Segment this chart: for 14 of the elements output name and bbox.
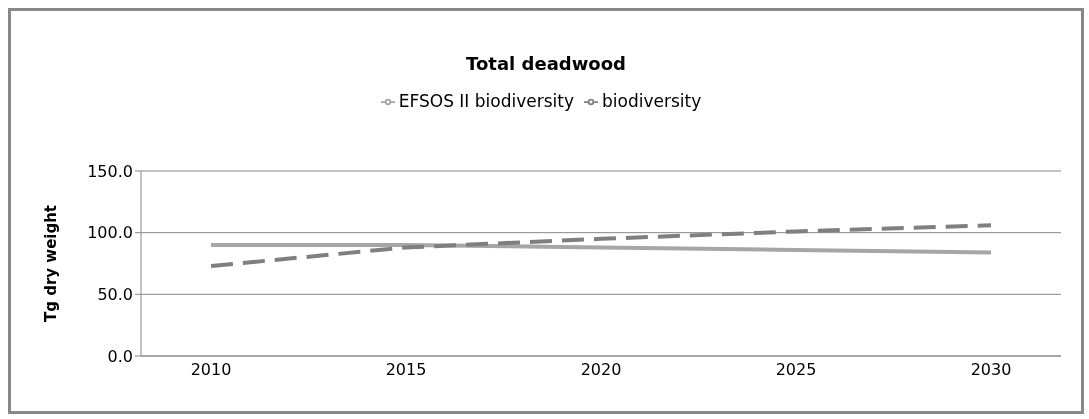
y-axis-title: Tg dry weight <box>42 204 61 323</box>
y-tick-label: 50.0 <box>97 285 133 305</box>
line-series <box>209 243 993 255</box>
x-tick-label: 2025 <box>775 360 817 380</box>
y-tick-label: 150.0 <box>87 161 133 181</box>
y-tick-label: 0.0 <box>107 346 133 366</box>
y-tick-label: 100.0 <box>87 223 133 243</box>
x-tick-label: 2020 <box>580 360 622 380</box>
x-tick-label: 2030 <box>970 360 1012 380</box>
x-tick-label: 2010 <box>190 360 232 380</box>
x-tick-label: 2015 <box>385 360 427 380</box>
legend-label: EFSOS II biodiversity <box>398 91 574 111</box>
chart-title: Total deadwood <box>465 53 627 74</box>
legend-label: biodiversity <box>602 91 702 111</box>
